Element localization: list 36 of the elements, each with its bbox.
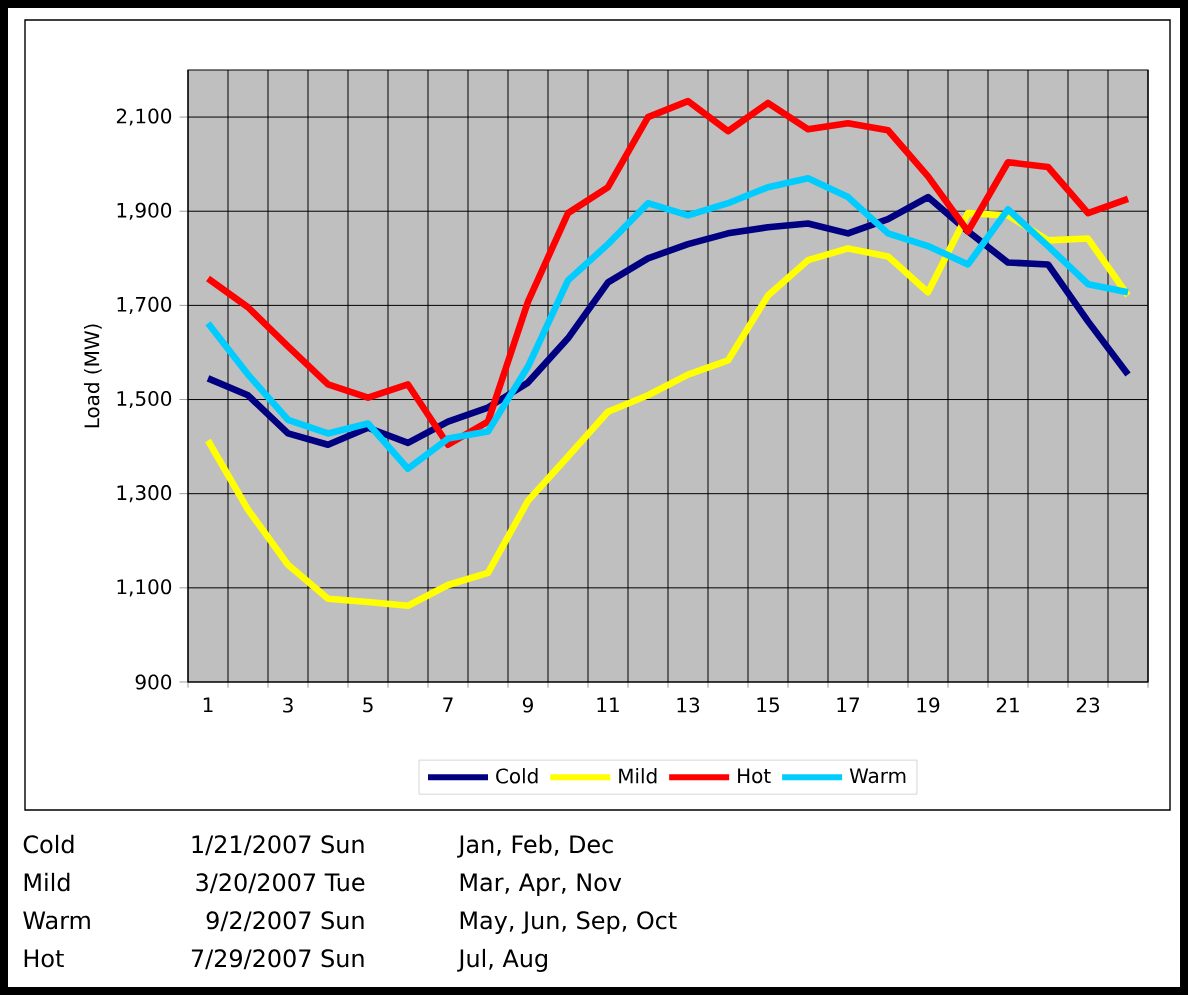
text: May, Jun, Sep, Oct (460, 911, 677, 934)
legend-label: Warm (849, 768, 906, 784)
y-tick-label: 1,100 (117, 579, 172, 597)
y-tick-label: 1,300 (117, 485, 172, 503)
y-tick-label: 900 (135, 674, 172, 690)
text: Mild (24, 872, 70, 892)
x-tick-label: 21 (996, 697, 1019, 713)
text: 7/29/2007 Sun (191, 949, 364, 970)
legend-label: Hot (738, 768, 771, 784)
legend-label: Cold (496, 768, 538, 784)
x-tick-label: 3 (283, 697, 293, 713)
y-tick-label: 1,700 (117, 296, 172, 314)
text: Jul, Aug (457, 948, 547, 972)
y-tick-label: 1,500 (117, 390, 172, 409)
x-tick-label: 17 (837, 697, 859, 713)
x-tick-label: 13 (677, 697, 700, 713)
y-axis-title: Load (MW) (83, 324, 102, 428)
x-tick-label: 19 (917, 697, 940, 713)
text: 1/21/2007 Sun (192, 835, 364, 856)
x-tick-label: 23 (1076, 697, 1100, 713)
text: 3/20/2007 Tue (196, 873, 365, 894)
y-tick-label: 1,900 (117, 202, 172, 220)
x-tick-label: 15 (757, 697, 779, 713)
x-tick-label: 5 (363, 697, 373, 713)
x-tick-label: 11 (597, 697, 619, 713)
x-tick-label: 9 (522, 697, 533, 713)
x-tick-label: 7 (443, 697, 453, 713)
text: Hot (24, 949, 64, 968)
text: Warm (23, 911, 90, 930)
text: 9/2/2007 Sun (206, 911, 364, 932)
y-tick-label: 2,100 (116, 108, 172, 126)
legend-label: Mild (619, 768, 657, 784)
text: Cold (23, 834, 74, 854)
x-tick-label: 1 (203, 697, 213, 713)
text: Mar, Apr, Nov (460, 873, 622, 896)
text: Jan, Feb, Dec (457, 834, 613, 858)
